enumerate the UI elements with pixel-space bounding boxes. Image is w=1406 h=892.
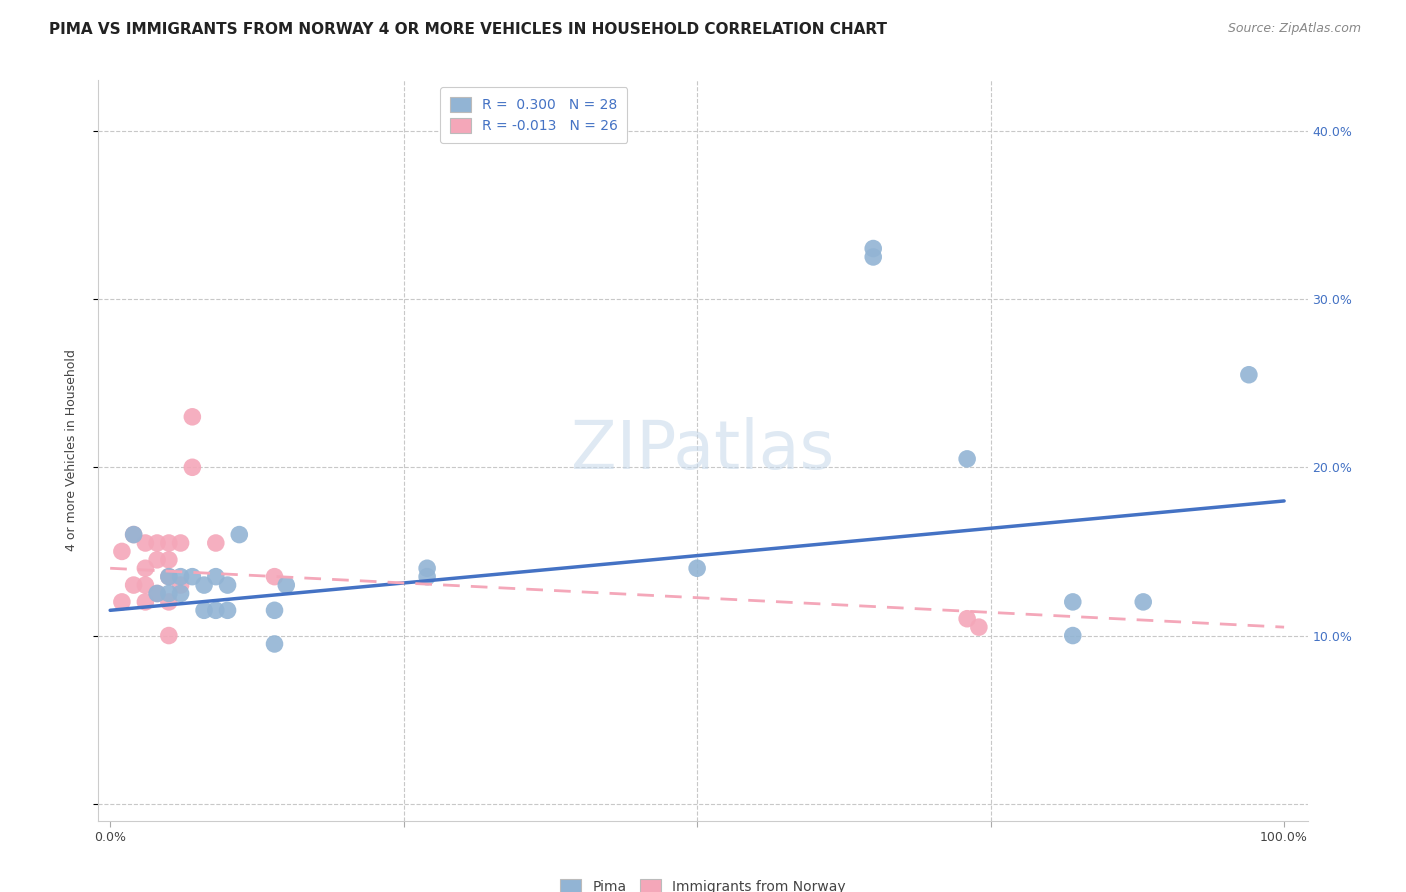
Point <box>217 578 239 592</box>
Point <box>111 544 134 558</box>
Point <box>263 603 285 617</box>
Point <box>181 569 204 583</box>
Point <box>1062 595 1084 609</box>
Point <box>169 569 191 583</box>
Text: Source: ZipAtlas.com: Source: ZipAtlas.com <box>1227 22 1361 36</box>
Text: PIMA VS IMMIGRANTS FROM NORWAY 4 OR MORE VEHICLES IN HOUSEHOLD CORRELATION CHART: PIMA VS IMMIGRANTS FROM NORWAY 4 OR MORE… <box>49 22 887 37</box>
Point <box>263 637 285 651</box>
Point <box>967 620 990 634</box>
Point <box>956 612 979 626</box>
Point <box>157 553 180 567</box>
Point <box>416 561 439 575</box>
Point <box>146 586 169 600</box>
Point <box>862 242 884 256</box>
Point <box>169 586 191 600</box>
Point <box>157 628 180 642</box>
Point <box>169 578 191 592</box>
Point <box>686 561 709 575</box>
Legend: Pima, Immigrants from Norway: Pima, Immigrants from Norway <box>554 872 852 892</box>
Point <box>181 409 204 424</box>
Point <box>204 569 226 583</box>
Point <box>169 536 191 550</box>
Point <box>157 586 180 600</box>
Point <box>157 536 180 550</box>
Point <box>204 603 226 617</box>
Point <box>157 569 180 583</box>
Point <box>146 536 169 550</box>
Point <box>157 569 180 583</box>
Point <box>122 578 145 592</box>
Point <box>134 561 156 575</box>
Point <box>181 460 204 475</box>
Point <box>134 595 156 609</box>
Point <box>217 603 239 617</box>
Point <box>1062 628 1084 642</box>
Point <box>193 603 215 617</box>
Point <box>1132 595 1154 609</box>
Point <box>956 451 979 466</box>
Point <box>146 586 169 600</box>
Point <box>134 578 156 592</box>
Y-axis label: 4 or more Vehicles in Household: 4 or more Vehicles in Household <box>65 350 77 551</box>
Point <box>157 595 180 609</box>
Point <box>134 536 156 550</box>
Point <box>1237 368 1260 382</box>
Point <box>146 553 169 567</box>
Text: ZIPatlas: ZIPatlas <box>571 417 835 483</box>
Point <box>122 527 145 541</box>
Point <box>111 595 134 609</box>
Point <box>263 569 285 583</box>
Point <box>204 536 226 550</box>
Point <box>862 250 884 264</box>
Point <box>276 578 298 592</box>
Point <box>228 527 250 541</box>
Point <box>193 578 215 592</box>
Point <box>416 569 439 583</box>
Point <box>122 527 145 541</box>
